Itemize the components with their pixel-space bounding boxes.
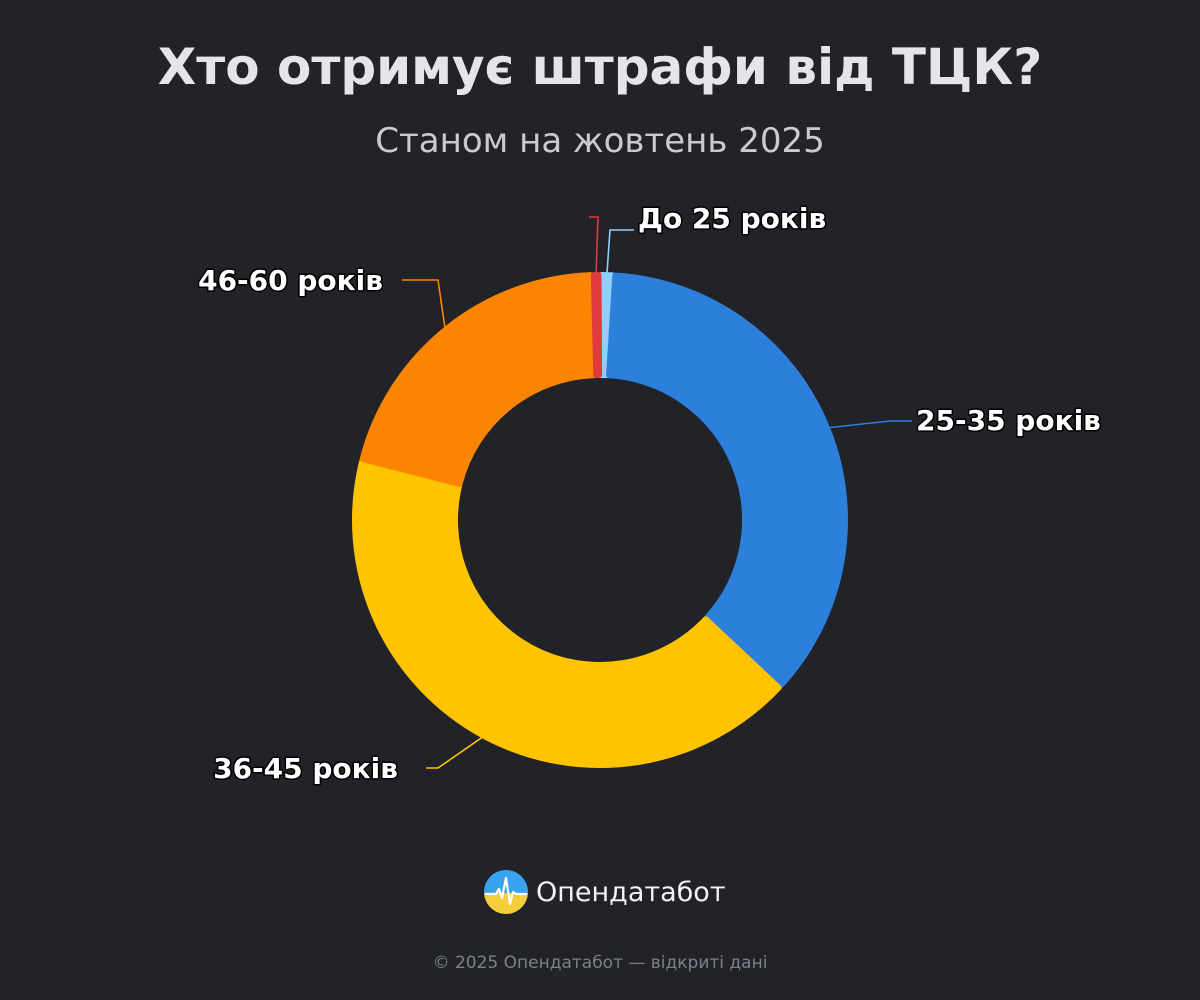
slice-label: До 25 років xyxy=(638,202,826,235)
chart-subtitle: Станом на жовтень 2025 xyxy=(375,121,825,161)
donut-slice xyxy=(359,272,598,487)
leader-line xyxy=(606,229,634,274)
leader-line xyxy=(402,279,446,328)
slice-label: 46-60 років xyxy=(198,264,383,297)
opendatabot-logo-icon xyxy=(484,870,528,914)
leader-line xyxy=(589,216,599,274)
donut-slice xyxy=(590,272,603,379)
leader-line xyxy=(426,736,483,769)
donut-slice xyxy=(352,459,782,768)
slice-label: 36-45 років xyxy=(213,752,398,785)
slice-label: 25-35 років xyxy=(916,404,1101,437)
leader-line xyxy=(828,420,912,429)
donut-slice xyxy=(606,272,848,689)
brand-name: Опендатабот xyxy=(536,876,726,908)
brand: Опендатабот xyxy=(484,869,726,915)
chart-title: Хто отримує штрафи від ТЦК? xyxy=(157,38,1043,96)
footer-copyright: © 2025 Опендатабот — відкриті дані xyxy=(432,953,768,973)
